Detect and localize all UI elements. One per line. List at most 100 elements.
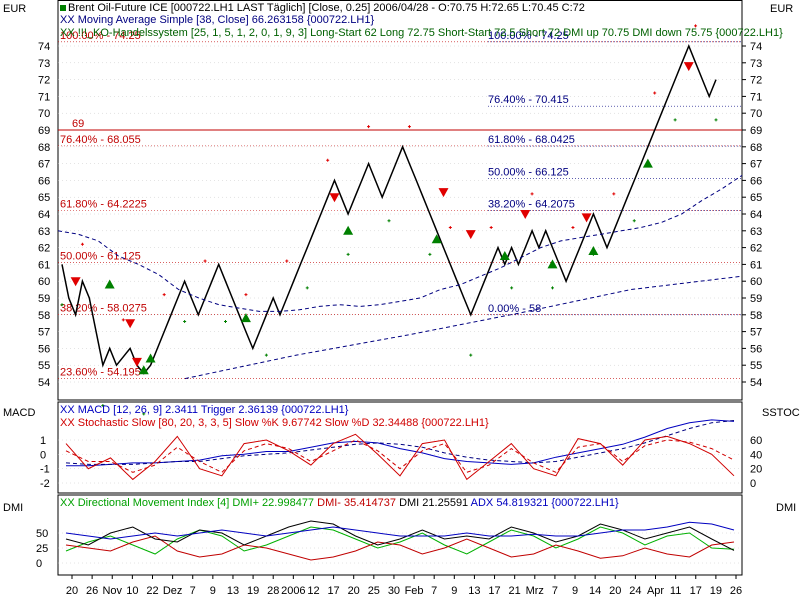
xtick-label: 17 [327,585,339,597]
price-ytick-right: 67 [750,159,762,171]
buy-signal-triangle [343,225,354,235]
xtick-label: 20 [609,585,621,597]
legend-stochastic[interactable]: XX Stochastic Slow [80, 20, 3, 3, 5] Slo… [60,417,489,429]
price-panel-frame [57,0,743,401]
price-ytick-left: 66 [38,175,50,187]
fib-label-left: 76.40% - 68.055 [60,134,141,146]
price-series-layer [57,44,743,561]
xtick-label: 7 [552,585,558,597]
macd-panel-frame [57,401,743,494]
xtick-label: 20 [66,585,78,597]
legend-price[interactable]: Brent Oil-Future ICE [000722.LH1 LAST Tä… [60,3,585,14]
dmi-ytick: 0 [36,558,42,570]
xtick-label: Apr [647,585,664,597]
fib-label-right: 0.00% - 58 [488,303,541,315]
fib-label-left: 100.00% - 74.25 [60,30,141,42]
legend-color-icon [60,5,66,11]
sell-signal-triangle [683,62,694,72]
price-ytick-right: 72 [750,75,762,87]
price-ytick-left: 54 [38,377,50,389]
stoch-k-line [65,433,735,481]
signal-dot [632,219,636,223]
price-ytick-right: 59 [750,293,762,305]
xtick-label: 7 [431,585,437,597]
signal-dot [142,412,146,416]
xtick-label: 26 [86,585,98,597]
xtick-label: 17 [488,585,500,597]
legend-trading-system[interactable]: XX !!!_KO-Handelssystem [25, 1, 5, 1, 2,… [60,27,783,39]
buy-signal-triangle [145,353,156,363]
xtick-label: 10 [126,585,138,597]
xtick-label: 13 [468,585,480,597]
price-ytick-left: 71 [38,91,50,103]
signal-dot [448,225,452,229]
legend-moving-average[interactable]: XX Moving Average Simple [38, Close] 66.… [60,14,375,26]
signal-dot [591,252,595,256]
price-ytick-left: 70 [38,108,50,120]
xtick-label: 28 [267,585,279,597]
price-ytick-left: 72 [38,75,50,87]
fib-label-right: 100.00% - 74.25 [488,30,569,42]
xtick-label: 7 [190,585,196,597]
price-ytick-left: 64 [38,209,50,221]
signal-dot [285,259,289,263]
dmi-ytick: 25 [36,543,48,555]
sell-signal-triangle [520,210,531,219]
price-ytick-left: 68 [38,142,50,154]
macd-ytick: 0 [40,449,46,461]
currency-right-label: EUR [770,3,794,15]
legend-dmi[interactable]: XX Directional Movement Index [4] DMI+ 2… [60,498,619,509]
xtick-label: 17 [690,585,702,597]
price-ytick-left: 56 [38,343,50,355]
signal-dot [224,320,227,324]
price-ytick-right: 63 [750,226,762,238]
signal-dot [346,252,350,256]
signal-dot [367,125,371,129]
buy-signal-triangle [431,234,442,244]
dmi-ytick: 50 [36,528,48,540]
sell-signal-triangle [465,230,476,240]
sell-signal-triangle [581,213,592,223]
signal-dot [101,404,105,408]
fib-label-left: 50.00% - 61.125 [60,250,141,262]
signal-dot [305,286,309,290]
fib-label-right: 61.80% - 68.0425 [488,134,575,146]
axis-ticks: 54 54 55 55 56 56 57 57 58 58 59 59 60 60 61 61 62 62 63 63… [36,41,762,597]
dmi-minus-line [65,535,735,561]
signal-dot [162,293,166,297]
legend-macd[interactable]: XX MACD [12, 26, 9] 2.3411 Trigger 2.361… [60,404,349,416]
price-ytick-left: 58 [38,310,50,322]
trigger-line [65,420,735,465]
xtick-label: Dez [163,585,183,597]
xtick-label: 13 [227,585,239,597]
stoch-ytick: 60 [750,435,762,447]
signal-dot [489,225,493,229]
fib-label-right: 50.00% - 66.125 [488,166,569,178]
buy-signal-triangle [138,365,149,375]
sell-signal-triangle [125,319,136,329]
signal-dot [469,353,473,357]
xtick-label: 20 [348,585,360,597]
xtick-label: 9 [451,585,457,597]
fib-label-left: 23.60% - 54.195 [60,367,141,379]
stoch-ytick: 40 [750,449,762,461]
price-ytick-right: 74 [750,41,762,53]
sell-signal-triangle [70,277,81,287]
xtick-label: 22 [146,585,158,597]
macd-ytick: -2 [40,478,50,490]
trendline [184,275,743,380]
signal-dot [653,91,657,95]
xtick-label: 9 [210,585,216,597]
xtick-label: 25 [368,585,380,597]
signal-dot [510,286,514,290]
buy-signal-triangle [104,279,115,289]
price-ytick-right: 71 [750,91,762,103]
xtick-label: 11 [670,585,681,597]
price-ytick-left: 60 [38,276,50,288]
signal-dot [244,293,248,297]
price-ytick-right: 69 [750,125,762,137]
price-ytick-right: 73 [750,58,762,70]
legend-adx: ADX 54.819321 {000722.LH1} [470,497,619,509]
price-ytick-left: 57 [38,327,50,339]
